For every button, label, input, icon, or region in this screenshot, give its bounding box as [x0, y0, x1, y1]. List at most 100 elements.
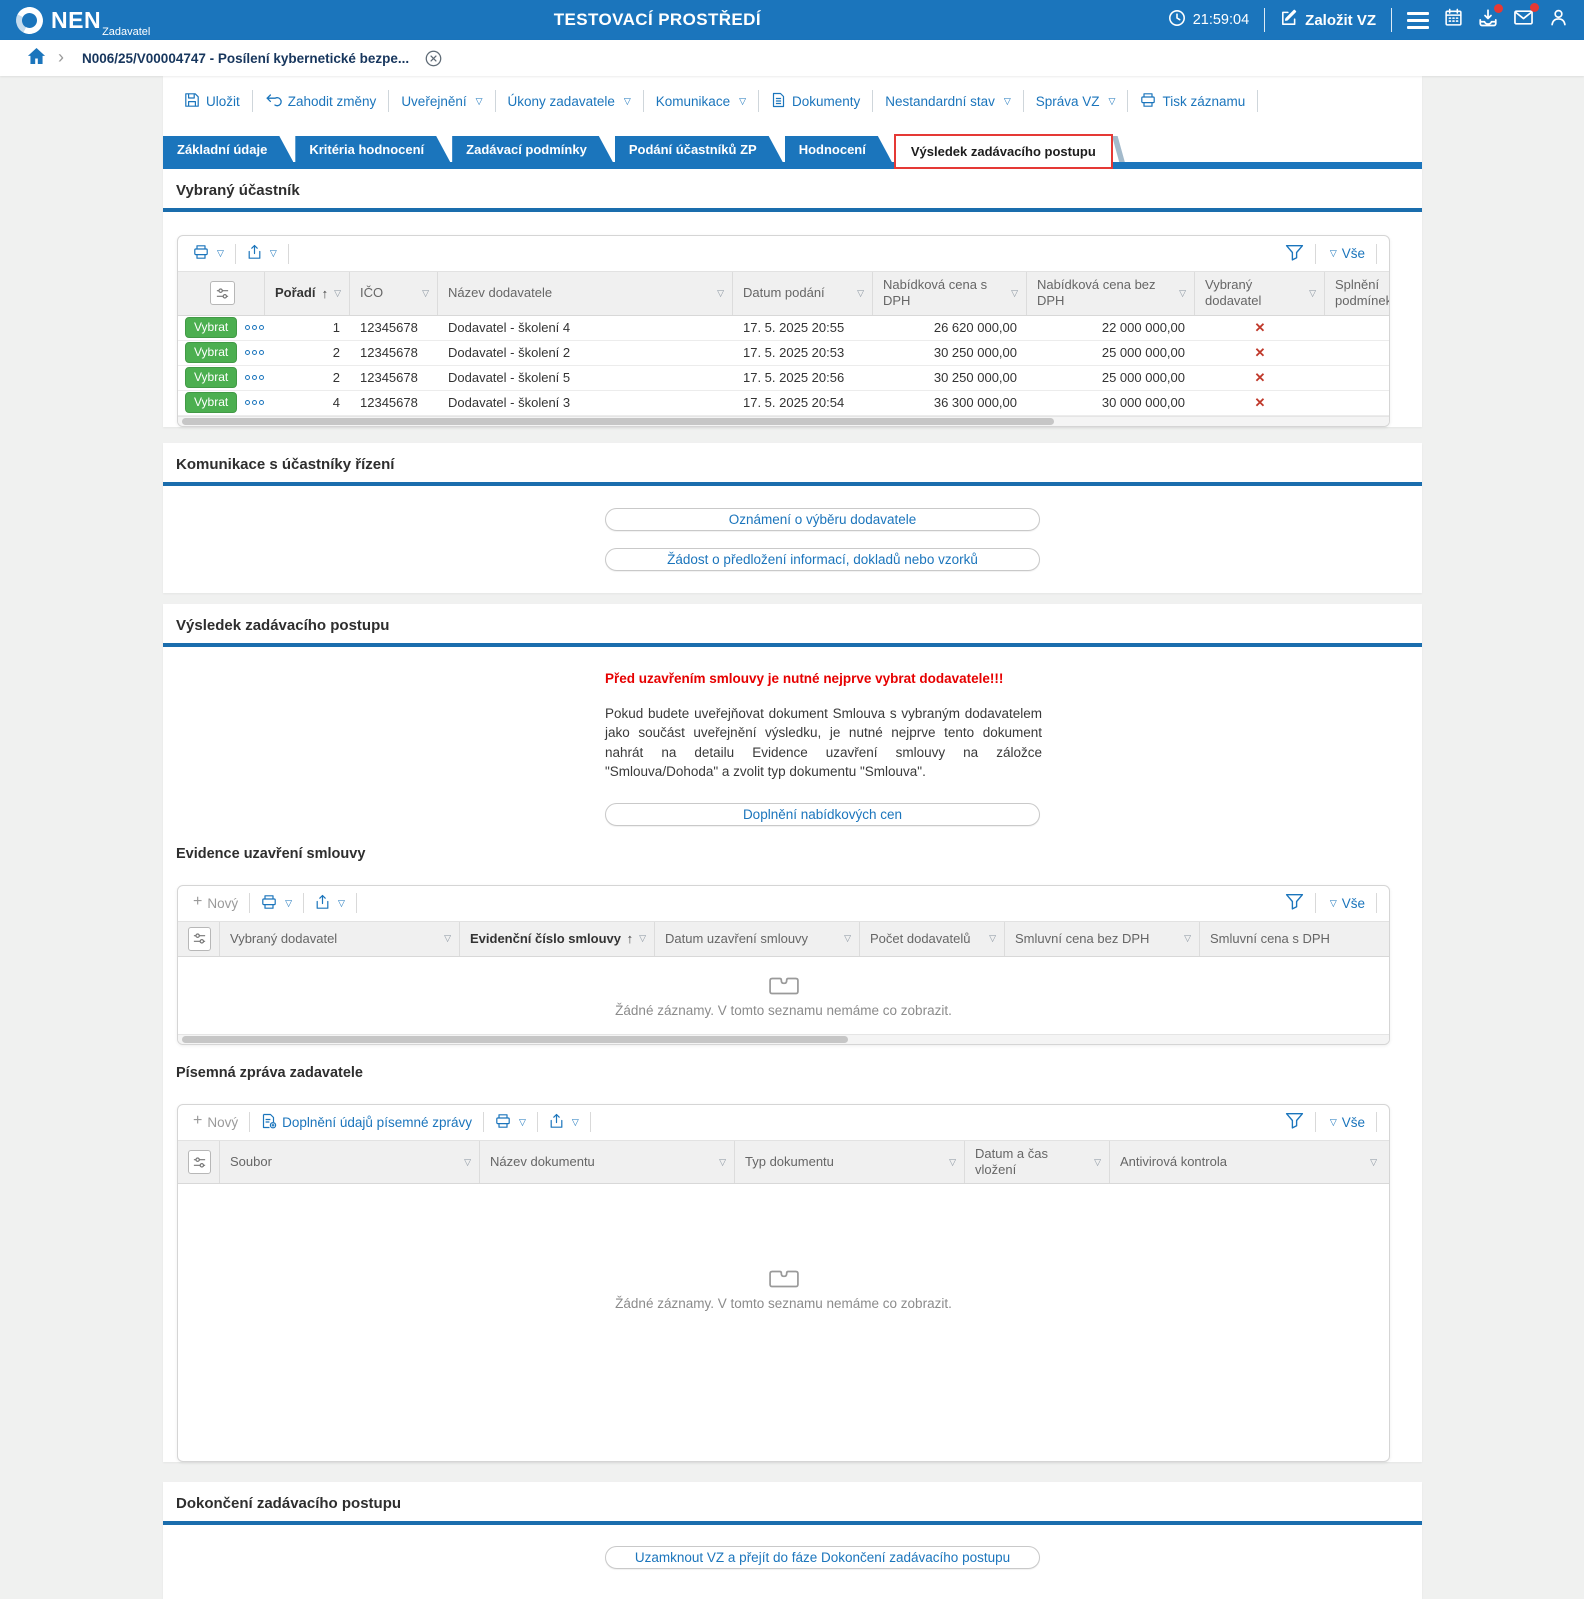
- caret-down-icon[interactable]: ▽: [719, 1156, 726, 1167]
- column-chooser[interactable]: [178, 272, 265, 315]
- caret-down-icon[interactable]: ▽: [1370, 1156, 1377, 1167]
- caret-down-icon[interactable]: ▽: [949, 1156, 956, 1167]
- tab-hodnoceni[interactable]: Hodnocení: [785, 136, 892, 162]
- scrollbar-thumb[interactable]: [182, 1035, 849, 1043]
- doplneni-nabidkovych-cen-button[interactable]: Doplnění nabídkových cen: [605, 802, 1040, 826]
- column-header-splneni-podminek[interactable]: Splnění podmínek: [1335, 277, 1390, 309]
- grid-export-button[interactable]: ▽: [236, 243, 289, 264]
- print-record-button[interactable]: Tisk záznamu: [1128, 90, 1259, 112]
- scrollbar-thumb[interactable]: [182, 417, 1054, 425]
- grid-export-button[interactable]: ▽: [538, 1112, 591, 1133]
- horizontal-scrollbar[interactable]: [178, 415, 1389, 426]
- breadcrumb-item[interactable]: N006/25/V00004747 - Posílení kybernetick…: [82, 50, 410, 66]
- column-settings-icon[interactable]: [188, 926, 211, 951]
- create-vz-button[interactable]: Založit VZ: [1280, 9, 1376, 32]
- column-header-datum-uzavreni[interactable]: Datum uzavření smlouvy ▽: [655, 921, 860, 956]
- column-header-smluvni-cena-s-dph[interactable]: Smluvní cena s DPH: [1210, 930, 1330, 946]
- row-more-options-icon[interactable]: [245, 350, 265, 355]
- column-settings-icon[interactable]: [209, 281, 235, 306]
- caret-down-icon[interactable]: ▽: [422, 287, 429, 298]
- column-header-cena-bez-dph[interactable]: Nabídková cena bez DPH ▽: [1027, 272, 1195, 315]
- grid-export-button[interactable]: ▽: [304, 893, 357, 914]
- select-supplier-button[interactable]: Vybrat: [185, 392, 238, 413]
- caret-down-icon[interactable]: ▽: [1184, 933, 1191, 944]
- nen-logo[interactable]: NEN Zadavatel: [12, 2, 150, 38]
- column-header-datum-cas-vlozeni[interactable]: Datum a čas vložení ▽: [965, 1140, 1110, 1184]
- caret-down-icon[interactable]: ▽: [571, 1116, 579, 1127]
- column-header-smluvni-cena-bez-dph[interactable]: Smluvní cena bez DPH ▽: [1005, 921, 1200, 956]
- column-header-ico[interactable]: IČO ▽: [350, 272, 438, 315]
- grid-show-all-button[interactable]: ▽ Vše: [1316, 243, 1377, 264]
- column-header-cena-s-dph[interactable]: Nabídková cena s DPH ▽: [873, 272, 1027, 315]
- tab-podani-ucastniku[interactable]: Podání účastníků ZP: [615, 136, 783, 162]
- grid-show-all-button[interactable]: ▽ Vše: [1316, 893, 1377, 914]
- grid-print-button[interactable]: ▽: [182, 243, 236, 264]
- grid-print-button[interactable]: ▽: [484, 1112, 538, 1133]
- select-supplier-button[interactable]: Vybrat: [185, 317, 238, 338]
- new-record-button[interactable]: + Nový: [182, 893, 251, 914]
- caret-down-icon[interactable]: ▽: [639, 933, 646, 944]
- grid-filter-button[interactable]: [1274, 243, 1316, 264]
- column-header-vybrany-dodavatel[interactable]: Vybraný dodavatel ▽: [1195, 272, 1325, 315]
- oznameni-o-vyberu-button[interactable]: Oznámení o výběru dodavatele: [605, 507, 1040, 531]
- tab-zakladni-udaje[interactable]: Základní údaje: [163, 136, 293, 162]
- discard-changes-button[interactable]: Zahodit změny: [253, 90, 390, 112]
- caret-down-icon[interactable]: ▽: [1011, 287, 1018, 298]
- grid-show-all-button[interactable]: ▽ Vše: [1316, 1112, 1377, 1133]
- messages-button[interactable]: [1513, 3, 1539, 33]
- caret-down-icon[interactable]: ▽: [857, 287, 864, 298]
- caret-down-icon[interactable]: ▽: [989, 933, 996, 944]
- save-button[interactable]: Uložit: [172, 90, 253, 112]
- caret-down-icon[interactable]: ▽: [338, 897, 345, 908]
- zadost-o-predlozeni-button[interactable]: Žádost o předložení informací, dokladů n…: [605, 547, 1040, 571]
- caret-down-icon[interactable]: ▽: [334, 287, 341, 298]
- calendar-button[interactable]: [1444, 8, 1463, 32]
- doplneni-udaju-button[interactable]: Doplnění údajů písemné zprávy: [250, 1112, 484, 1133]
- grid-filter-button[interactable]: [1274, 893, 1316, 914]
- grid-print-button[interactable]: ▽: [250, 893, 305, 914]
- column-header-soubor[interactable]: Soubor ▽: [220, 1140, 480, 1184]
- caret-down-icon[interactable]: ▽: [717, 287, 724, 298]
- nonstandard-state-menu[interactable]: Nestandardní stav ▽: [873, 90, 1024, 112]
- column-header-vybrany-dodavatel[interactable]: Vybraný dodavatel ▽: [220, 921, 460, 956]
- caret-down-icon[interactable]: ▽: [269, 248, 277, 258]
- column-header-typ-dokumentu[interactable]: Typ dokumentu ▽: [735, 1140, 965, 1184]
- communication-menu[interactable]: Komunikace ▽: [644, 90, 759, 112]
- tab-kriteria-hodnoceni[interactable]: Kritéria hodnocení: [295, 136, 450, 162]
- close-icon[interactable]: [425, 50, 442, 67]
- home-icon[interactable]: [27, 47, 46, 70]
- documents-button[interactable]: Dokumenty: [759, 90, 874, 112]
- row-more-options-icon[interactable]: [245, 400, 265, 405]
- menu-icon[interactable]: [1407, 11, 1429, 29]
- tab-zadavaci-podminky[interactable]: Zadávací podmínky: [452, 136, 613, 162]
- column-settings-icon[interactable]: [188, 1150, 211, 1174]
- new-record-button[interactable]: + Nový: [182, 1112, 251, 1133]
- row-more-options-icon[interactable]: [245, 375, 265, 380]
- caret-down-icon[interactable]: ▽: [464, 1156, 471, 1167]
- grid-filter-button[interactable]: [1274, 1112, 1316, 1133]
- vz-administration-menu[interactable]: Správa VZ ▽: [1024, 90, 1129, 112]
- caret-down-icon[interactable]: ▽: [1094, 1156, 1101, 1167]
- caret-down-icon[interactable]: ▽: [1179, 287, 1186, 298]
- inbox-button[interactable]: [1478, 3, 1503, 33]
- user-button[interactable]: [1549, 8, 1568, 32]
- caret-down-icon[interactable]: ▽: [217, 248, 224, 258]
- publication-menu[interactable]: Uveřejnění ▽: [389, 90, 496, 112]
- column-chooser[interactable]: [178, 921, 220, 956]
- caret-down-icon[interactable]: ▽: [518, 1116, 526, 1127]
- select-supplier-button[interactable]: Vybrat: [185, 342, 238, 363]
- caret-down-icon[interactable]: ▽: [285, 897, 293, 908]
- column-header-evidencni-cislo[interactable]: Evidenční číslo smlouvy ↑ ▽: [460, 921, 655, 956]
- column-header-pocet-dodavatelu[interactable]: Počet dodavatelů ▽: [860, 921, 1005, 956]
- select-supplier-button[interactable]: Vybrat: [185, 367, 238, 388]
- column-chooser[interactable]: [178, 1140, 220, 1184]
- column-header-nazev-dodavatele[interactable]: Název dodavatele ▽: [438, 272, 733, 315]
- caret-down-icon[interactable]: ▽: [444, 933, 451, 944]
- column-header-datum-podani[interactable]: Datum podání ▽: [733, 272, 873, 315]
- caret-down-icon[interactable]: ▽: [1309, 287, 1316, 298]
- column-header-antivirova-kontrola[interactable]: Antivirová kontrola ▽: [1120, 1153, 1377, 1169]
- column-header-nazev-dokumentu[interactable]: Název dokumentu ▽: [480, 1140, 735, 1184]
- tab-vysledek-zadavaciho-postupu[interactable]: Výsledek zadávacího postupu: [893, 134, 1113, 169]
- row-more-options-icon[interactable]: [245, 325, 265, 330]
- horizontal-scrollbar[interactable]: [178, 1033, 1389, 1044]
